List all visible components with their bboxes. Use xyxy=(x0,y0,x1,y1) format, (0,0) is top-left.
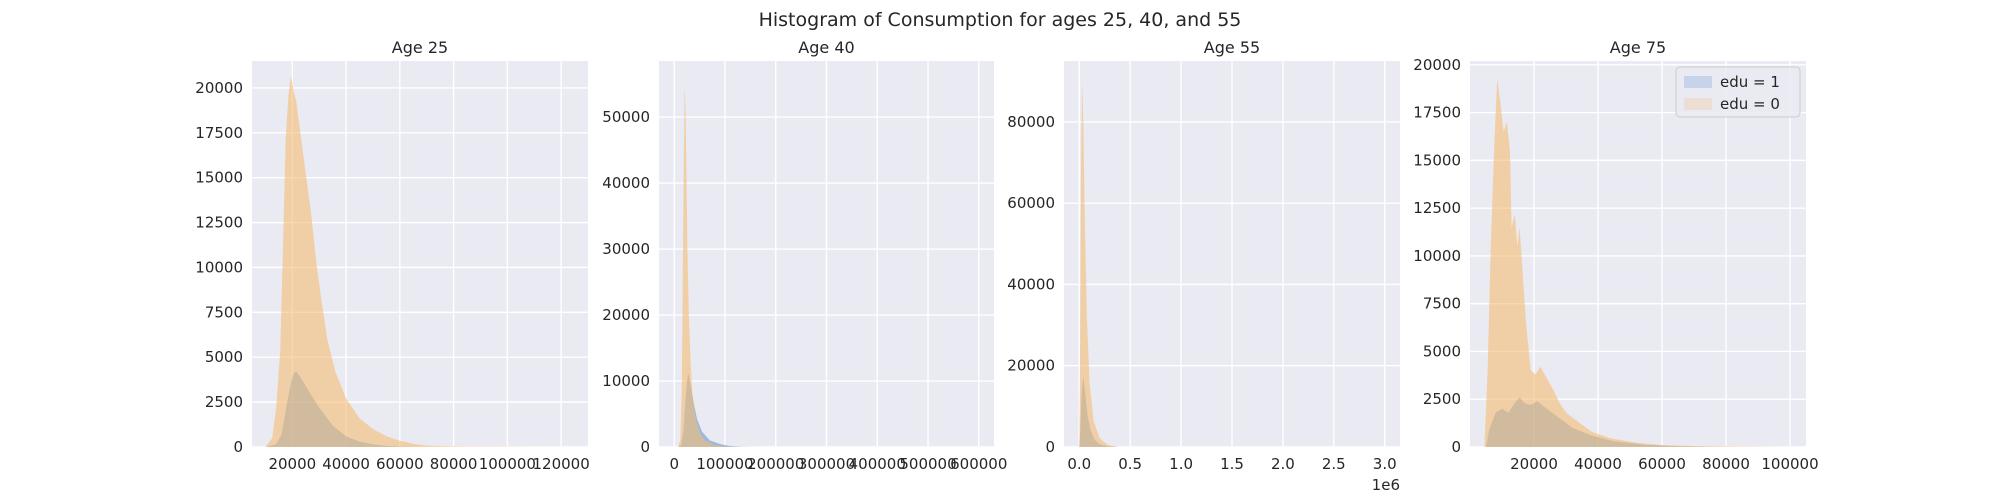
y-tick-label: 5000 xyxy=(205,348,243,366)
x-tick-label: 60000 xyxy=(1638,455,1686,473)
x-tick-label: 80000 xyxy=(1702,455,1750,473)
y-tick-label: 15000 xyxy=(1413,151,1461,169)
series-group xyxy=(1484,78,1790,447)
legend-frame xyxy=(1675,66,1801,118)
x-tick-label: 100000 xyxy=(696,455,753,473)
y-tick-label: 2500 xyxy=(205,393,243,411)
x-tick-label: 120000 xyxy=(532,455,589,473)
x-tick-label: 2.5 xyxy=(1322,455,1346,473)
series-group xyxy=(265,75,562,447)
y-tick-label: 20000 xyxy=(1413,56,1461,74)
y-tick-label: 30000 xyxy=(602,240,650,258)
legend-swatch xyxy=(1684,76,1712,88)
y-tick-label: 0 xyxy=(640,438,650,456)
legend-label: edu = 1 xyxy=(1720,73,1780,91)
series-edu0-area xyxy=(678,87,746,447)
series-edu0-area xyxy=(265,75,562,447)
x-tick-label: 100000 xyxy=(1761,455,1818,473)
y-tick-label: 10000 xyxy=(1413,247,1461,265)
y-tick-label: 0 xyxy=(1045,438,1055,456)
y-tick-label: 20000 xyxy=(602,306,650,324)
x-tick-label: 600000 xyxy=(950,455,1007,473)
legend: edu = 1 edu = 0 xyxy=(1675,66,1801,118)
subplot-age-panel: 20000 40000 60000 80000 100000 0 2500 5000 7500 1… xyxy=(1413,38,1818,473)
y-tick-label: 50000 xyxy=(602,108,650,126)
y-tick-label: 2500 xyxy=(1423,390,1461,408)
y-tick-label: 0 xyxy=(1451,438,1461,456)
subplot-title: Age 55 xyxy=(1204,38,1260,57)
subplot-title: Age 40 xyxy=(798,38,854,57)
x-tick-label: 200000 xyxy=(747,455,804,473)
y-tick-label: 17500 xyxy=(195,124,243,142)
x-tick-label: 0.5 xyxy=(1118,455,1142,473)
y-tick-label: 17500 xyxy=(1413,104,1461,122)
y-tick-label: 7500 xyxy=(205,303,243,321)
x-tick-label: 20000 xyxy=(268,455,316,473)
x-offset-label: 1e6 xyxy=(1372,476,1400,494)
legend-label: edu = 0 xyxy=(1720,95,1780,113)
y-tick-label: 0 xyxy=(233,438,243,456)
y-tick-label: 60000 xyxy=(1007,194,1055,212)
subplot-age-panel: 0.0 0.5 1.0 1.5 2.0 2.5 3.0 0 20000 40000 60000 800… xyxy=(1007,38,1400,494)
y-tick-label: 15000 xyxy=(195,169,243,187)
x-tick-label: 100000 xyxy=(479,455,536,473)
y-tick-label: 12500 xyxy=(1413,199,1461,217)
x-tick-label: 40000 xyxy=(1574,455,1622,473)
x-tick-label: 0 xyxy=(669,455,679,473)
x-tick-label: 0.0 xyxy=(1067,455,1091,473)
x-tick-label: 3.0 xyxy=(1373,455,1397,473)
y-tick-label: 20000 xyxy=(1007,357,1055,375)
y-tick-label: 12500 xyxy=(195,214,243,232)
y-tick-label: 40000 xyxy=(1007,275,1055,293)
x-tick-label: 300000 xyxy=(798,455,855,473)
series-group xyxy=(678,87,756,447)
x-tick-label: 500000 xyxy=(899,455,956,473)
x-tick-label: 20000 xyxy=(1510,455,1558,473)
legend-swatch xyxy=(1684,98,1712,110)
x-tick-label: 40000 xyxy=(322,455,370,473)
x-tick-label: 60000 xyxy=(376,455,424,473)
y-tick-label: 5000 xyxy=(1423,342,1461,360)
x-tick-label: 2.0 xyxy=(1271,455,1295,473)
x-tick-label: 80000 xyxy=(430,455,478,473)
x-tick-label: 400000 xyxy=(849,455,906,473)
figure-suptitle: Histogram of Consumption for ages 25, 40… xyxy=(759,9,1242,31)
series-edu0-area xyxy=(1079,81,1118,447)
y-tick-label: 40000 xyxy=(602,174,650,192)
y-tick-label: 10000 xyxy=(602,372,650,390)
y-tick-label: 7500 xyxy=(1423,295,1461,313)
subplot-title: Age 75 xyxy=(1610,38,1666,57)
x-tick-label: 1.5 xyxy=(1220,455,1244,473)
series-group xyxy=(1079,81,1118,447)
subplot-title: Age 25 xyxy=(392,38,448,57)
y-tick-label: 80000 xyxy=(1007,113,1055,131)
subplot-panels: 20000 40000 60000 80000 10000012000002500500… xyxy=(195,38,1818,494)
series-edu0-area xyxy=(1484,78,1790,447)
y-tick-label: 20000 xyxy=(195,79,243,97)
y-tick-label: 10000 xyxy=(195,258,243,276)
x-tick-label: 1.0 xyxy=(1169,455,1193,473)
